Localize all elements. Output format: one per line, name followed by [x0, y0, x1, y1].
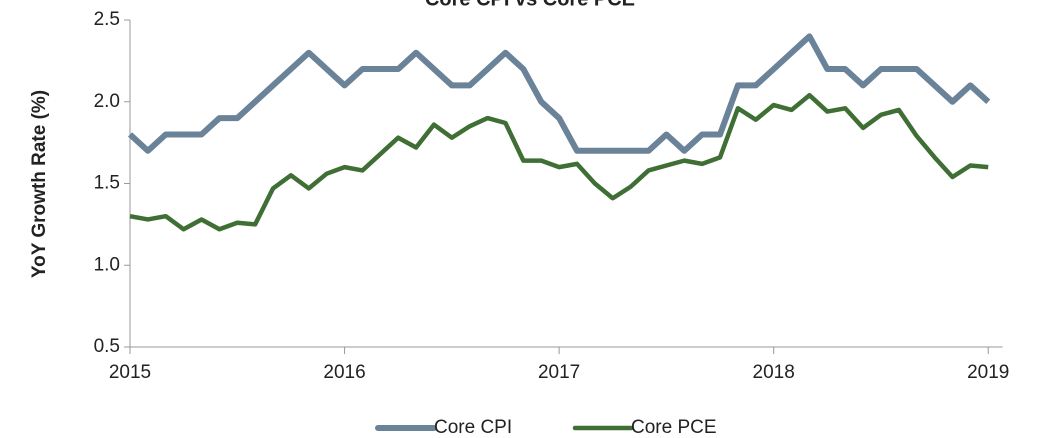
- x-tick-label: 2015: [109, 362, 151, 383]
- x-tick-label: 2019: [967, 362, 1009, 383]
- x-tick-label: 2017: [538, 362, 580, 383]
- series-line: [129, 92, 989, 232]
- legend-label: Core PCE: [631, 417, 717, 438]
- y-tick-label: 1.0: [94, 254, 120, 275]
- x-tick-label: 2018: [753, 362, 795, 383]
- y-axis-label: YoY Growth Rate (%): [29, 90, 50, 278]
- y-tick-label: 0.5: [94, 336, 120, 357]
- series-line: [127, 33, 991, 154]
- chart-title: Core CPI vs Core PCE: [425, 0, 635, 10]
- legend-label: Core CPI: [434, 417, 512, 438]
- x-tick-label: 2016: [323, 362, 365, 383]
- y-tick-label: 1.5: [94, 173, 120, 194]
- y-tick-label: 2.5: [94, 9, 120, 30]
- y-tick-label: 2.0: [94, 91, 120, 112]
